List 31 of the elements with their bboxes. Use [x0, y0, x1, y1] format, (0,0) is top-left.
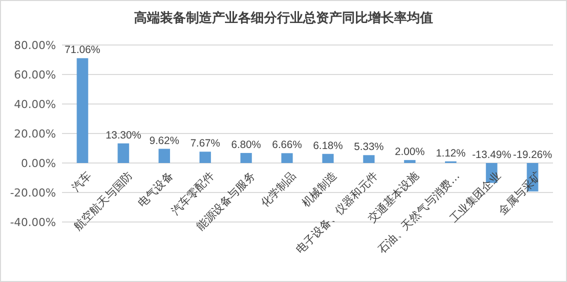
data-label: 6.66%: [272, 139, 302, 152]
data-label: 9.62%: [149, 134, 180, 147]
bar: [240, 152, 252, 163]
bar: [322, 154, 334, 163]
chart-title: 高端装备制造产业各细分行业总资产同比增长率均值: [134, 10, 433, 26]
y-tick-label: 80.00%: [14, 38, 56, 52]
bar: [404, 160, 416, 163]
data-label: 1.12%: [436, 147, 466, 160]
data-label: 13.30%: [106, 129, 142, 142]
data-label: 5.33%: [354, 141, 384, 154]
data-label: 2.00%: [394, 146, 425, 158]
x-tick-label: 化学制品: [258, 169, 299, 210]
data-label: 7.67%: [190, 138, 220, 150]
data-label: -19.26%: [512, 149, 552, 161]
bar: [118, 143, 130, 163]
bar: [76, 58, 88, 163]
y-tick-label: -20.00%: [10, 186, 56, 200]
y-tick-label: -40.00%: [10, 216, 56, 229]
data-label: 6.18%: [313, 140, 343, 152]
data-label: 71.06%: [64, 44, 100, 56]
bar: [363, 155, 375, 163]
bar: [158, 148, 170, 163]
y-tick-label: 40.00%: [14, 98, 56, 111]
data-label: 6.80%: [231, 138, 262, 151]
y-tick-label: 0.00%: [21, 156, 56, 170]
data-label: -13.49%: [472, 149, 512, 161]
y-tick-label: 60.00%: [14, 68, 56, 82]
bar: [281, 153, 293, 163]
x-tick-label: 汽车: [69, 169, 94, 194]
y-tick-label: 20.00%: [14, 127, 56, 140]
bar: [199, 152, 211, 163]
